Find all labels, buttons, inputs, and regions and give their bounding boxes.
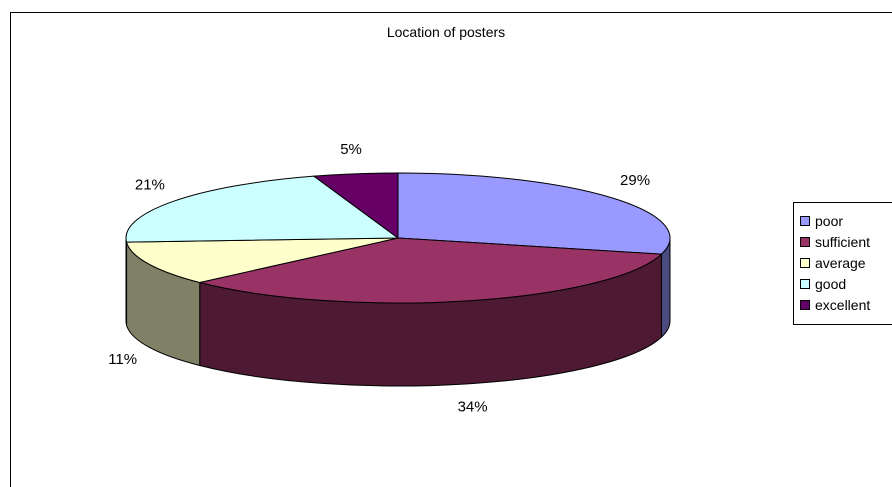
- pie-slice-poor: [397, 172, 671, 255]
- legend-label: good: [815, 276, 847, 292]
- legend: poor sufficient average good excellent: [793, 202, 892, 325]
- legend-item-poor: poor: [800, 211, 843, 231]
- chart-title: Location of posters: [386, 24, 506, 40]
- legend-swatch: [800, 258, 810, 268]
- chart-area: [10, 12, 892, 487]
- data-label-excellent: 5%: [340, 141, 362, 158]
- pie-side-good: [125, 237, 128, 326]
- legend-swatch: [800, 300, 810, 310]
- pie-slice-sufficient: [199, 237, 663, 304]
- data-label-sufficient: 34%: [458, 398, 488, 415]
- legend-item-sufficient: sufficient: [800, 232, 870, 252]
- legend-label: sufficient: [815, 234, 870, 250]
- legend-item-excellent: excellent: [800, 295, 870, 315]
- legend-label: average: [815, 255, 866, 271]
- pie-slice-good: [125, 175, 400, 243]
- pie-slice-excellent: [312, 172, 399, 239]
- legend-item-good: good: [800, 274, 846, 294]
- data-label-average: 11%: [108, 351, 137, 368]
- legend-swatch: [800, 216, 810, 226]
- legend-swatch: [800, 279, 810, 289]
- legend-swatch: [800, 237, 810, 247]
- data-label-poor: 29%: [620, 172, 650, 189]
- legend-item-average: average: [800, 253, 866, 273]
- legend-label: poor: [815, 213, 844, 229]
- pie-slice-average: [125, 237, 399, 284]
- legend-label: excellent: [815, 297, 871, 313]
- data-label-good: 21%: [135, 176, 165, 193]
